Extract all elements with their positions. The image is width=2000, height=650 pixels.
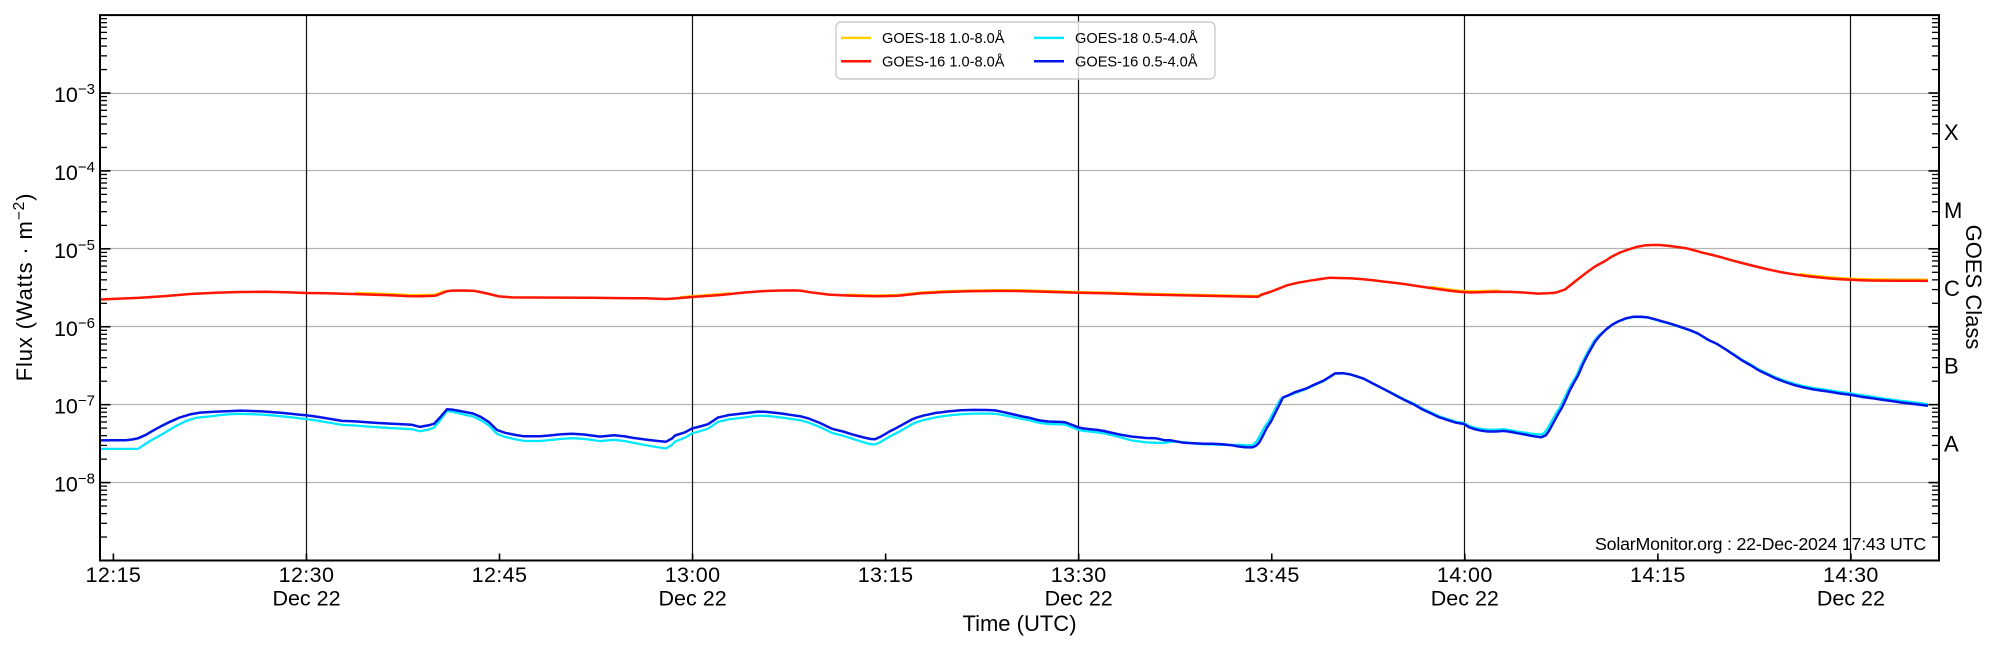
svg-text:12:15: 12:15: [85, 563, 141, 587]
svg-text:13:45: 13:45: [1244, 563, 1300, 587]
svg-text:GOES-18 1.0-8.0Å: GOES-18 1.0-8.0Å: [882, 30, 1005, 47]
svg-text:Dec 22: Dec 22: [1817, 587, 1885, 611]
svg-text:Flux (Watts · m−2): Flux (Watts · m−2): [11, 193, 37, 382]
svg-text:Dec 22: Dec 22: [1045, 587, 1113, 611]
svg-text:Dec 22: Dec 22: [659, 587, 727, 611]
svg-text:14:30: 14:30: [1823, 563, 1879, 587]
svg-text:GOES-18 0.5-4.0Å: GOES-18 0.5-4.0Å: [1075, 30, 1198, 47]
svg-text:13:00: 13:00: [665, 563, 721, 587]
svg-text:B: B: [1944, 354, 1959, 379]
svg-text:X: X: [1944, 120, 1959, 145]
svg-text:13:30: 13:30: [1051, 563, 1107, 587]
svg-text:13:15: 13:15: [858, 563, 914, 587]
svg-text:14:15: 14:15: [1630, 563, 1686, 587]
svg-text:A: A: [1944, 432, 1959, 457]
svg-text:12:30: 12:30: [279, 563, 335, 587]
svg-text:14:00: 14:00: [1437, 563, 1493, 587]
svg-text:12:45: 12:45: [472, 563, 528, 587]
svg-text:10−3: 10−3: [54, 81, 95, 107]
svg-text:GOES Class: GOES Class: [1961, 225, 1986, 350]
svg-text:Time (UTC): Time (UTC): [962, 611, 1076, 636]
svg-text:GOES-16 1.0-8.0Å: GOES-16 1.0-8.0Å: [882, 54, 1005, 71]
svg-text:Dec 22: Dec 22: [272, 587, 340, 611]
svg-text:Dec 22: Dec 22: [1431, 587, 1499, 611]
svg-text:GOES-16 0.5-4.0Å: GOES-16 0.5-4.0Å: [1075, 54, 1198, 71]
svg-text:SolarMonitor.org : 22-Dec-2024: SolarMonitor.org : 22-Dec-2024 17:43 UTC: [1595, 534, 1926, 554]
svg-text:M: M: [1944, 198, 1962, 223]
svg-text:C: C: [1944, 276, 1960, 301]
